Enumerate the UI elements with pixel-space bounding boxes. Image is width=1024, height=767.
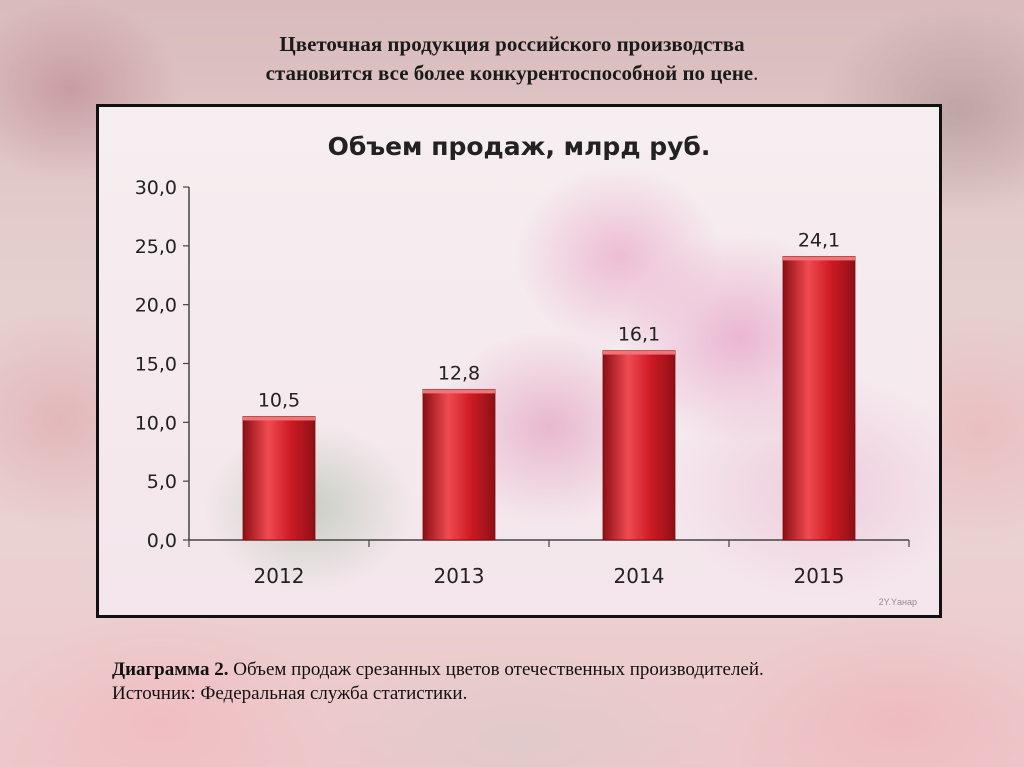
figure-caption: Диаграмма 2. Объем продаж срезанных цвет… bbox=[112, 658, 932, 706]
slide-title-line-1: Цветочная продукция российского производ… bbox=[279, 32, 745, 56]
y-tick-label: 25,0 bbox=[135, 236, 177, 258]
data-label: 24,1 bbox=[798, 229, 840, 251]
bar-2014 bbox=[602, 350, 676, 541]
caption-text: Объем продаж срезанных цветов отечествен… bbox=[228, 659, 764, 680]
x-tick-label: 2014 bbox=[614, 564, 665, 588]
chart-frame: Объем продаж, млрд руб. 0,0 5,0 10,0 15,0 20… bbox=[96, 104, 942, 618]
x-tick-label: 2013 bbox=[434, 564, 485, 588]
y-tick-label: 5,0 bbox=[147, 471, 177, 493]
bar-top-highlight bbox=[423, 389, 495, 394]
data-label: 12,8 bbox=[438, 362, 480, 384]
caption-label: Диаграмма 2. bbox=[112, 659, 229, 680]
data-label: 10,5 bbox=[258, 389, 300, 411]
slide-title-line-2: становится все более конкурентоспособной… bbox=[0, 59, 1024, 88]
bars: 10,5 12,8 16,1 24,1 bbox=[242, 229, 856, 541]
y-axis: 0,0 5,0 10,0 15,0 20,0 25,0 30,0 bbox=[135, 177, 190, 552]
bar-chart: Объем продаж, млрд руб. 0,0 5,0 10,0 15,0 20… bbox=[135, 132, 910, 588]
caption-line-1: Диаграмма 2. Объем продаж срезанных цвет… bbox=[112, 658, 932, 682]
data-label: 16,1 bbox=[618, 324, 660, 346]
chart-title: Объем продаж, млрд руб. bbox=[328, 132, 711, 161]
y-tick-label: 15,0 bbox=[135, 354, 177, 376]
watermark: 2Y.Yанар bbox=[878, 597, 917, 607]
bar-top-highlight bbox=[243, 416, 315, 421]
slide-title-period: . bbox=[753, 61, 759, 85]
slide-title: Цветочная продукция российского производ… bbox=[0, 30, 1024, 88]
bar-top-highlight bbox=[603, 350, 675, 355]
caption-source: Источник: Федеральная служба статистики. bbox=[112, 683, 468, 704]
y-tick-label: 0,0 bbox=[147, 530, 177, 552]
slide-title-line-2-text: становится все более конкурентоспособной… bbox=[265, 61, 754, 85]
bar-2012 bbox=[242, 416, 316, 541]
y-tick-label: 30,0 bbox=[135, 177, 177, 199]
x-axis: 2012 2013 2014 2015 bbox=[188, 539, 910, 588]
y-tick-label: 20,0 bbox=[135, 295, 177, 317]
x-tick-label: 2012 bbox=[254, 564, 305, 588]
bar-2015 bbox=[782, 256, 856, 541]
x-tick-label: 2015 bbox=[794, 564, 845, 588]
bar-2013 bbox=[422, 388, 496, 541]
y-tick-label: 10,0 bbox=[135, 412, 177, 434]
bar-top-highlight bbox=[783, 256, 855, 261]
